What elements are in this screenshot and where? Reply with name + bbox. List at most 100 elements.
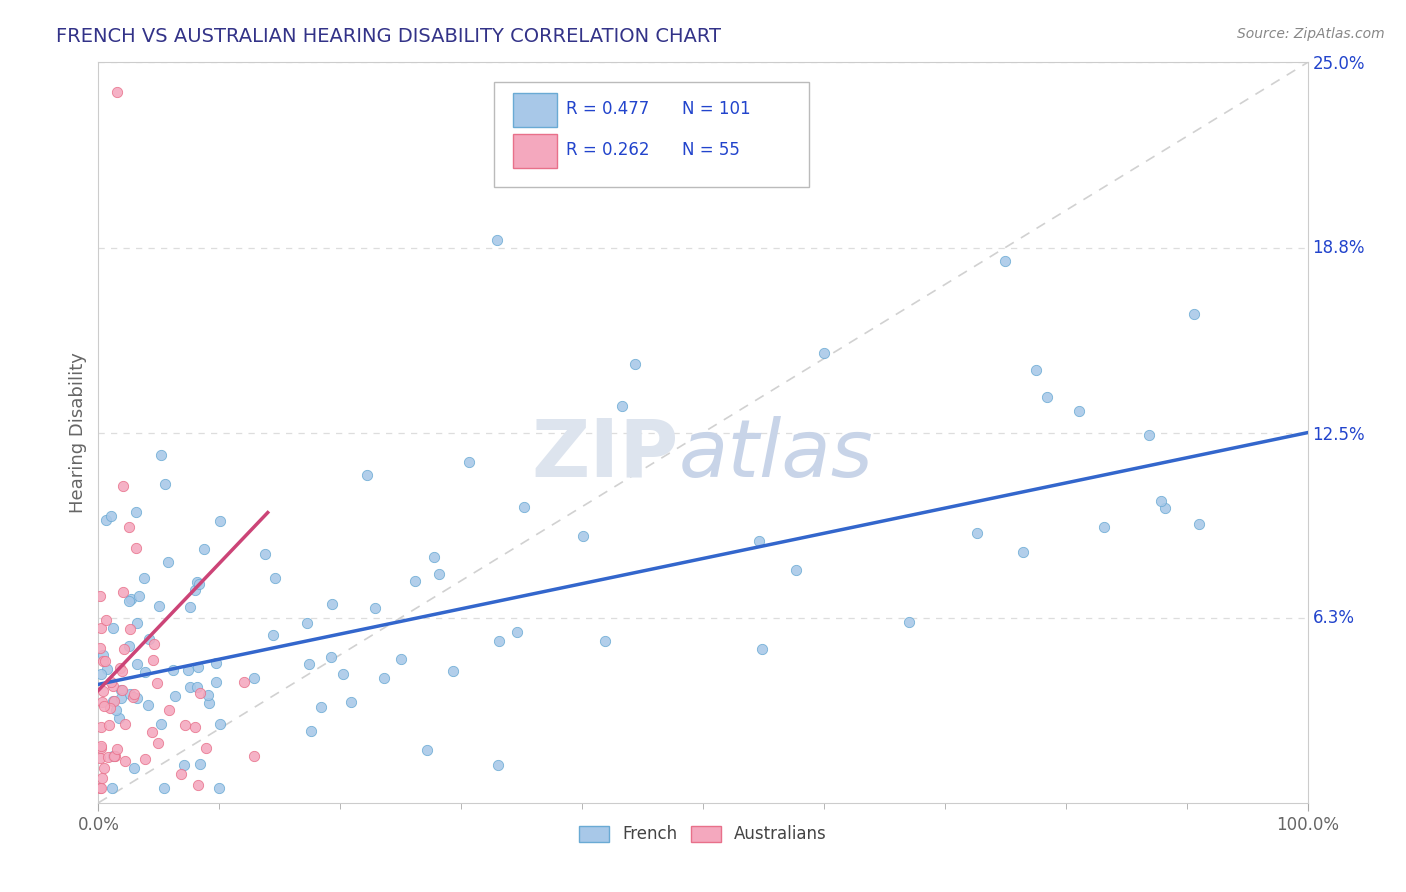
Point [111, 665, 134, 679]
Text: Source: ZipAtlas.com: Source: ZipAtlas.com [1237, 27, 1385, 41]
Point [1069, 404, 1091, 418]
Point [1188, 517, 1211, 532]
Point [118, 594, 141, 608]
Point [173, 758, 195, 772]
Point [1150, 494, 1173, 508]
Text: FRENCH VS AUSTRALIAN HEARING DISABILITY CORRELATION CHART: FRENCH VS AUSTRALIAN HEARING DISABILITY … [56, 27, 721, 45]
Point [966, 526, 988, 541]
Point [486, 233, 509, 247]
Text: ZIP: ZIP [531, 416, 679, 494]
Point [122, 690, 145, 705]
Point [110, 691, 132, 706]
Point [112, 641, 135, 656]
Point [513, 500, 536, 514]
Point [93, 761, 115, 775]
Text: atlas: atlas [679, 416, 873, 494]
Point [506, 625, 529, 640]
Point [153, 780, 176, 795]
Point [243, 749, 266, 764]
Point [90, 740, 112, 755]
Point [165, 689, 187, 703]
Point [90, 780, 112, 795]
Point [898, 615, 921, 630]
Point [309, 699, 332, 714]
Point [118, 622, 141, 636]
Point [89, 641, 111, 656]
Point [89, 780, 111, 795]
Text: N = 55: N = 55 [682, 141, 741, 159]
Point [188, 686, 211, 700]
Point [416, 743, 439, 757]
Point [91, 654, 114, 668]
Point [125, 616, 148, 631]
Point [488, 633, 510, 648]
Point [177, 663, 200, 677]
Point [100, 508, 122, 523]
Point [1154, 501, 1177, 516]
Point [134, 665, 156, 680]
Point [162, 664, 184, 678]
FancyBboxPatch shape [494, 82, 810, 186]
Point [91, 772, 114, 786]
Point [441, 665, 464, 679]
Point [122, 687, 145, 701]
Point [111, 479, 134, 493]
Point [298, 657, 321, 671]
Point [610, 399, 633, 413]
Point [751, 641, 773, 656]
Point [233, 675, 256, 690]
Point [104, 749, 127, 764]
Point [429, 567, 451, 582]
Point [89, 590, 111, 604]
Point [254, 547, 277, 561]
Point [98, 718, 121, 732]
Point [389, 652, 412, 666]
Point [156, 555, 179, 569]
Point [593, 634, 616, 648]
Point [149, 448, 172, 462]
Point [127, 657, 149, 672]
Point [188, 757, 211, 772]
Point [118, 687, 141, 701]
Point [103, 694, 125, 708]
Point [138, 698, 160, 712]
Legend: French, Australians: French, Australians [572, 819, 834, 850]
Point [174, 718, 197, 732]
Point [100, 701, 122, 715]
Y-axis label: Hearing Disability: Hearing Disability [69, 352, 87, 513]
Point [994, 253, 1017, 268]
Point [90, 720, 112, 734]
Point [332, 666, 354, 681]
Point [364, 601, 387, 615]
Point [179, 681, 201, 695]
Point [356, 467, 378, 482]
Text: R = 0.477: R = 0.477 [567, 100, 650, 118]
Point [208, 515, 231, 529]
Point [183, 582, 205, 597]
Point [105, 741, 128, 756]
Point [128, 589, 150, 603]
Point [125, 505, 148, 519]
Point [205, 657, 228, 671]
Point [101, 780, 124, 795]
Text: R = 0.262: R = 0.262 [567, 141, 650, 159]
Point [208, 717, 231, 731]
Point [157, 703, 180, 717]
Point [197, 688, 219, 702]
Point [97, 749, 120, 764]
Point [1137, 428, 1160, 442]
Point [103, 694, 125, 708]
Point [299, 723, 322, 738]
Point [813, 345, 835, 359]
Point [142, 653, 165, 667]
Point [186, 680, 208, 694]
Point [1035, 390, 1057, 404]
Point [100, 675, 122, 690]
Point [118, 520, 141, 534]
Point [93, 698, 115, 713]
Point [124, 761, 146, 775]
Point [125, 690, 148, 705]
Point [195, 741, 218, 756]
Point [1025, 363, 1047, 377]
Point [91, 684, 114, 698]
